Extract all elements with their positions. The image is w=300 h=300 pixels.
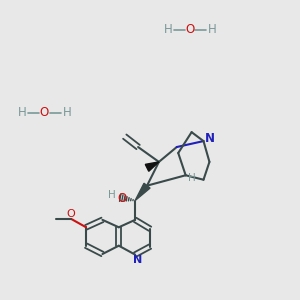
- Text: O: O: [67, 208, 76, 219]
- Text: H: H: [62, 106, 71, 119]
- Text: O: O: [117, 192, 126, 205]
- Polygon shape: [135, 183, 150, 200]
- Text: O: O: [40, 106, 49, 119]
- Text: N: N: [133, 255, 142, 265]
- Text: H: H: [208, 23, 217, 36]
- Text: H: H: [164, 23, 172, 36]
- Text: H: H: [188, 173, 196, 183]
- Text: O: O: [185, 23, 195, 36]
- Polygon shape: [145, 162, 159, 171]
- Text: H: H: [108, 190, 116, 200]
- Text: N: N: [204, 132, 214, 145]
- Text: H: H: [18, 106, 27, 119]
